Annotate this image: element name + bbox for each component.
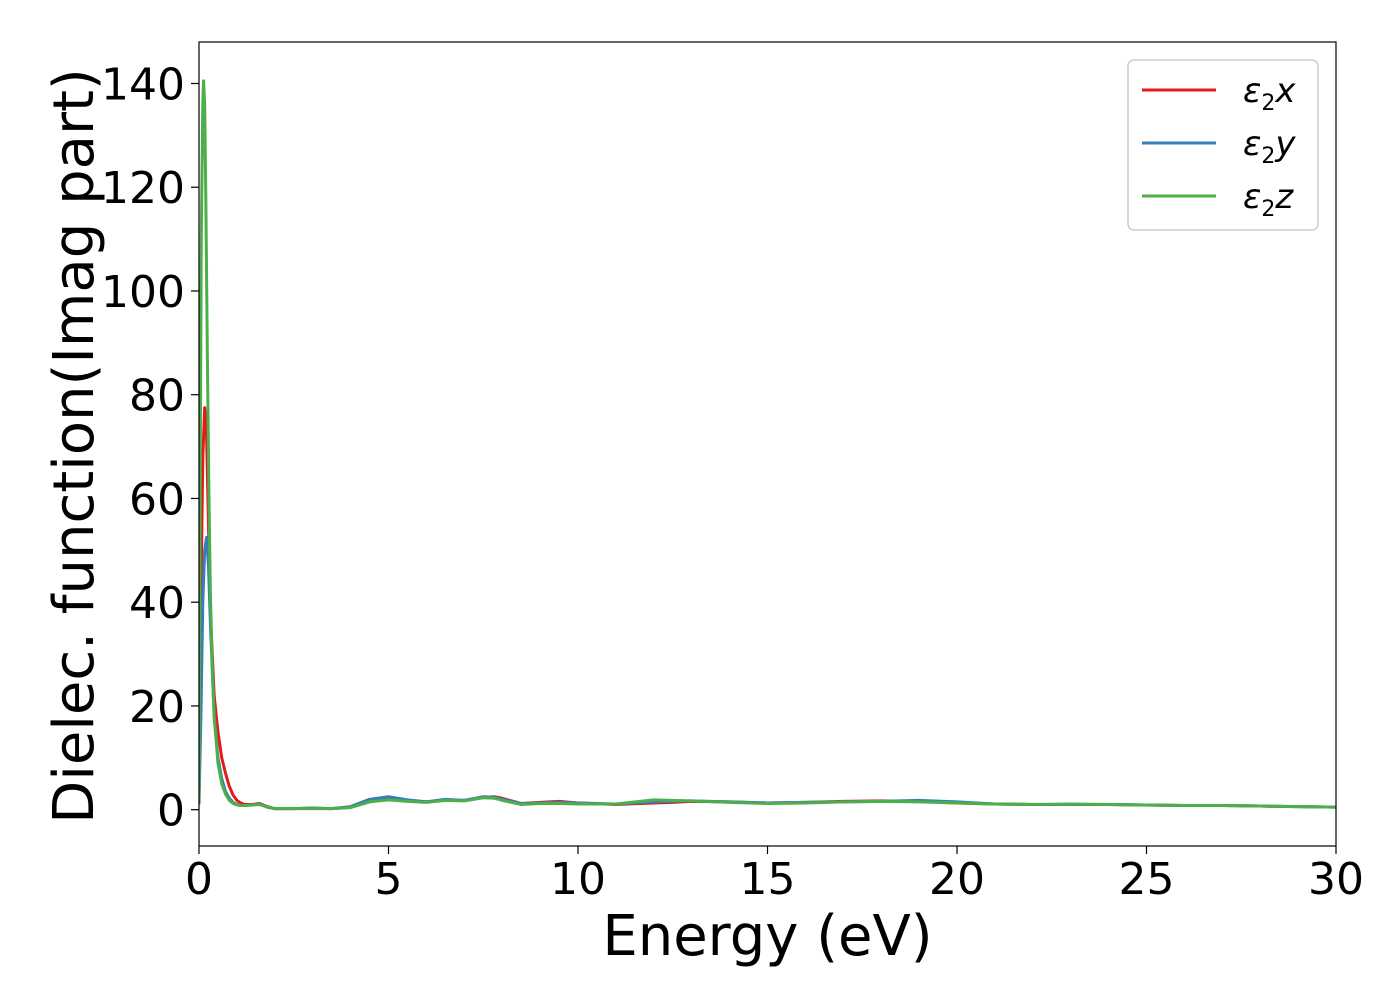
legend-label: ε2z — [1243, 177, 1294, 222]
x-tick-label: 20 — [929, 854, 985, 905]
x-tick-label: 25 — [1119, 854, 1175, 905]
y-tick-label: 120 — [101, 163, 185, 214]
x-tick-label: 10 — [550, 854, 606, 905]
plot-area — [199, 79, 1336, 811]
x-tick-label: 0 — [185, 854, 213, 905]
y-tick-label: 0 — [157, 786, 185, 837]
legend-label: ε2x — [1243, 71, 1296, 116]
y-axis: 0 20 40 60 80 100 120 140 — [101, 59, 199, 837]
y-tick-label: 100 — [101, 267, 185, 318]
x-tick-label: 30 — [1308, 854, 1364, 905]
x-axis-title: Energy (eV) — [602, 904, 932, 969]
y-tick-label: 60 — [129, 474, 185, 525]
y-tick-label: 20 — [129, 682, 185, 733]
legend-box — [1127, 59, 1319, 231]
legend-label: ε2y — [1243, 124, 1296, 169]
x-tick-label: 5 — [375, 854, 403, 905]
series-line-3 — [199, 79, 1336, 811]
y-tick-label: 140 — [101, 59, 185, 110]
y-tick-label: 40 — [129, 578, 185, 629]
y-tick-label: 80 — [129, 371, 185, 422]
y-axis-title: Dielec. function(Imag part) — [42, 68, 107, 824]
x-axis: 0 5 10 15 20 25 30 — [185, 846, 1364, 905]
x-tick-label: 15 — [740, 854, 796, 905]
legend: ε2x ε2y ε2z — [1127, 59, 1319, 231]
